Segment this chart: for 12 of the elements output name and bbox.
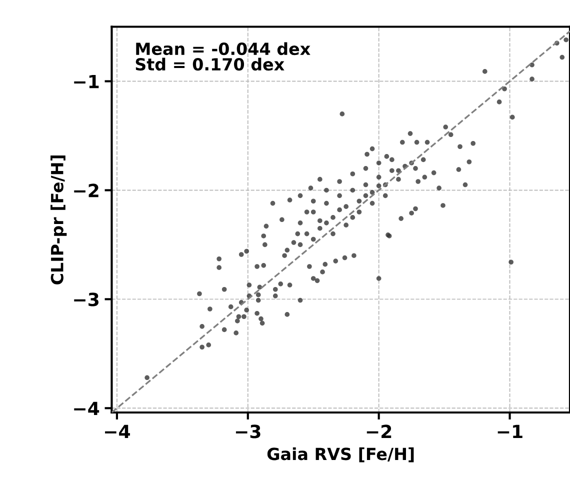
annotation: Std = 0.170 dex (136, 58, 284, 71)
annotation: Mean = -0.044 dex (136, 42, 310, 56)
x-axis-title: Gaia RVS [Fe/H] (267, 447, 414, 462)
y-tick-label: −3 (74, 292, 98, 306)
x-tick-label: −3 (236, 424, 260, 438)
y-axis-title: CLIP-pr [Fe/H] (50, 156, 67, 284)
x-tick-label: −1 (498, 424, 522, 438)
y-tick-label: −1 (74, 74, 99, 88)
x-tick-label: −4 (105, 424, 130, 438)
y-tick-label: −4 (74, 402, 100, 416)
x-tick-label: −2 (366, 424, 392, 438)
y-tick-label: −2 (74, 184, 98, 198)
